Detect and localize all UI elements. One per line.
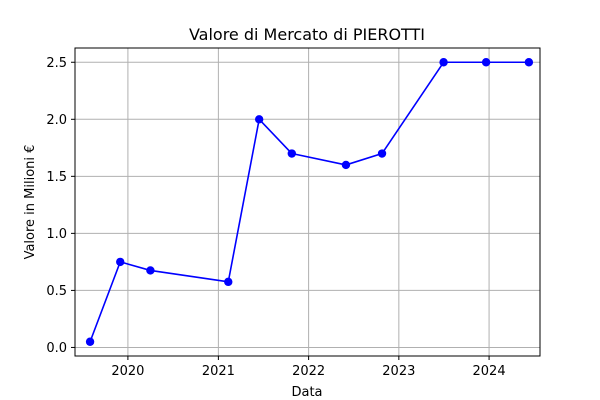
data-point bbox=[524, 58, 534, 67]
data-point bbox=[146, 266, 155, 275]
series-layer bbox=[85, 58, 534, 346]
data-point bbox=[116, 257, 125, 267]
x-tick-label: 2023 bbox=[382, 364, 415, 379]
data-point bbox=[287, 149, 297, 158]
x-tick-label: 2020 bbox=[111, 364, 144, 379]
x-axis-ticks: 2020 2021 2022 2023 2024 bbox=[111, 356, 506, 379]
data-point bbox=[254, 115, 264, 124]
series-line bbox=[89, 61, 529, 343]
y-tick-label: 1.5 bbox=[46, 170, 67, 185]
data-point bbox=[224, 277, 233, 287]
data-point bbox=[85, 337, 95, 346]
x-tick-label: 2021 bbox=[202, 364, 235, 379]
plot-frame bbox=[74, 47, 541, 357]
x-tick-label: 2022 bbox=[292, 364, 325, 379]
y-tick-label: 0.0 bbox=[46, 341, 67, 356]
y-tick-label: 2.0 bbox=[46, 113, 67, 128]
y-tick-label: 2.5 bbox=[46, 56, 67, 71]
data-point bbox=[377, 149, 387, 158]
y-axis-label: Valore in Milioni € bbox=[23, 145, 38, 260]
data-point bbox=[439, 58, 448, 67]
x-tick-label: 2024 bbox=[473, 364, 506, 379]
y-axis-ticks: 0.0 0.5 1.0 1.5 2.0 2.5 bbox=[46, 56, 75, 356]
data-point bbox=[341, 160, 351, 170]
x-axis-label: Data bbox=[291, 385, 322, 400]
grid bbox=[75, 48, 540, 356]
chart-title: Valore di Mercato di PIEROTTI bbox=[189, 25, 425, 44]
y-tick-label: 1.0 bbox=[46, 227, 67, 242]
y-tick-label: 0.5 bbox=[46, 284, 67, 299]
data-point bbox=[481, 58, 491, 67]
